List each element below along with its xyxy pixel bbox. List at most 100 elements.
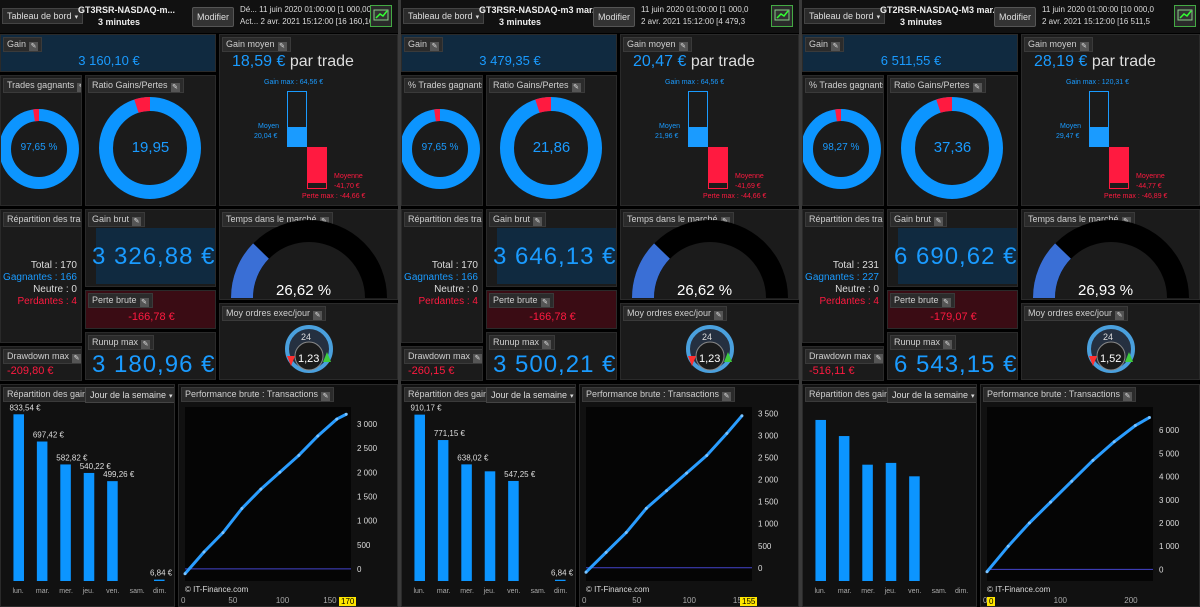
ratio-title[interactable]: Ratio Gains/Pertes ✎ <box>890 78 986 93</box>
moy-ordres-title-label: Moy ordres exec/jour <box>627 308 712 318</box>
drawdown-title[interactable]: Drawdown max ✎ <box>805 349 883 364</box>
y-tick-label: 3 500 <box>758 410 779 419</box>
perte-brute-title[interactable]: Perte brute ✎ <box>489 293 554 308</box>
wrench-icon[interactable]: ✎ <box>571 83 581 92</box>
ratio-title[interactable]: Ratio Gains/Pertes ✎ <box>88 78 184 93</box>
moy-ordres-title[interactable]: Moy ordres exec/jour ✎ <box>623 306 728 321</box>
perte-brute-title[interactable]: Perte brute ✎ <box>88 293 153 308</box>
trades-gagnants-title[interactable]: % Trades gagnants✎ <box>404 78 482 93</box>
gain-brut-title[interactable]: Gain brut ✎ <box>88 212 146 227</box>
gain-title[interactable]: Gain ✎ <box>404 37 444 52</box>
runup-title[interactable]: Runup max ✎ <box>88 335 155 350</box>
jour-label: Jour de la semaine <box>892 390 969 400</box>
gain-moyen-title[interactable]: Gain moyen ✎ <box>1024 37 1093 52</box>
curve-point <box>297 453 301 457</box>
perte-max-label: Perte max : -44,66 € <box>302 193 366 200</box>
gain-moyen-title[interactable]: Gain moyen ✎ <box>623 37 692 52</box>
strategy-status-icon[interactable] <box>1174 5 1196 27</box>
wrench-icon[interactable]: ✎ <box>473 354 482 363</box>
modify-button[interactable]: Modifier <box>994 7 1036 27</box>
wrench-icon[interactable]: ✎ <box>29 42 39 51</box>
x-tick-label: 0 <box>181 596 186 605</box>
gain-brut-value: 6 690,62 € <box>894 243 1018 270</box>
wrench-icon[interactable]: ✎ <box>132 217 142 226</box>
drawdown-title[interactable]: Drawdown max ✎ <box>404 349 482 364</box>
wrench-icon[interactable]: ✎ <box>831 42 841 51</box>
wrench-icon[interactable]: ✎ <box>941 298 951 307</box>
gain-brut-box: Gain brut ✎ 3 326,88 € <box>85 209 216 287</box>
gain-box: Gain ✎ 6 511,55 € <box>802 34 1018 72</box>
runup-title[interactable]: Runup max ✎ <box>489 335 556 350</box>
wrench-icon[interactable]: ✎ <box>542 340 552 349</box>
gagnantes: Gagnantes : 166 <box>3 272 77 283</box>
wrench-icon[interactable]: ✎ <box>321 392 331 401</box>
wrench-icon[interactable]: ✎ <box>77 83 81 92</box>
y-tick-label: 1 000 <box>357 517 378 526</box>
repartition-trades-title[interactable]: Répartition des tra...✎ <box>805 212 883 227</box>
gain-moyen-title[interactable]: Gain moyen ✎ <box>222 37 291 52</box>
gain-title[interactable]: Gain ✎ <box>3 37 43 52</box>
jour-dropdown[interactable]: Jour de la semaine ▾ <box>887 387 976 403</box>
strategy-status-icon[interactable] <box>771 5 793 27</box>
wrench-icon[interactable]: ✎ <box>533 217 543 226</box>
moy-ordres-title-label: Moy ordres exec/jour <box>1028 308 1113 318</box>
runup-title[interactable]: Runup max ✎ <box>890 335 957 350</box>
wrench-icon[interactable]: ✎ <box>277 42 287 51</box>
wrench-icon[interactable]: ✎ <box>170 83 180 92</box>
gain-title[interactable]: Gain ✎ <box>805 37 845 52</box>
wrench-icon[interactable]: ✎ <box>540 298 550 307</box>
gain-brut-title[interactable]: Gain brut ✎ <box>489 212 547 227</box>
dashboard-dropdown[interactable]: Tableau de bord ▾ <box>2 8 84 24</box>
wrench-icon[interactable]: ✎ <box>934 217 944 226</box>
wrench-icon[interactable]: ✎ <box>874 354 883 363</box>
repartition-trades-title[interactable]: Répartition des tra...✎ <box>3 212 81 227</box>
perdantes: Perdantes : 4 <box>819 296 879 307</box>
perte-brute-title[interactable]: Perte brute ✎ <box>890 293 955 308</box>
drawdown-title[interactable]: Drawdown max ✎ <box>3 349 81 364</box>
gain-title-label: Gain <box>7 39 27 49</box>
modify-button[interactable]: Modifier <box>192 7 234 27</box>
dashboard-dropdown[interactable]: Tableau de bord ▾ <box>403 8 485 24</box>
gain-bar-fill <box>1089 127 1109 147</box>
moy-ordres-title[interactable]: Moy ordres exec/jour ✎ <box>1024 306 1129 321</box>
performance-title[interactable]: Performance brute : Transactions ✎ <box>582 387 736 402</box>
performance-title[interactable]: Performance brute : Transactions ✎ <box>983 387 1137 402</box>
drawdown-value: -516,11 € <box>809 365 855 377</box>
trades-gagnants-title[interactable]: % Trades gagnants✎ <box>805 78 883 93</box>
moy-ordres-title[interactable]: Moy ordres exec/jour ✎ <box>222 306 327 321</box>
wrench-icon[interactable]: ✎ <box>141 340 151 349</box>
drawdown-title-label: Drawdown max <box>7 351 70 361</box>
panel-separator[interactable] <box>398 0 401 607</box>
chevron-down-icon: ▾ <box>570 393 574 400</box>
bar-category-label: lun. <box>814 588 825 595</box>
wrench-icon[interactable]: ✎ <box>430 42 440 51</box>
wrench-icon[interactable]: ✎ <box>139 298 149 307</box>
performance-title[interactable]: Performance brute : Transactions ✎ <box>181 387 335 402</box>
ratio-title[interactable]: Ratio Gains/Pertes ✎ <box>489 78 585 93</box>
wrench-icon[interactable]: ✎ <box>1079 42 1089 51</box>
wrench-icon[interactable]: ✎ <box>313 311 323 320</box>
wrench-icon[interactable]: ✎ <box>714 311 724 320</box>
wrench-icon[interactable]: ✎ <box>972 83 982 92</box>
wrench-icon[interactable]: ✎ <box>1123 392 1133 401</box>
gain-brut-highlight <box>898 228 1017 284</box>
wrench-icon[interactable]: ✎ <box>678 42 688 51</box>
line-chart: 0 1 000 2 000 3 000 4 000 5 000 6 000 0 100 200 <box>983 407 1180 605</box>
wrench-icon[interactable]: ✎ <box>943 340 953 349</box>
repartition-gains-title[interactable]: Répartition des gains✎ <box>805 387 910 402</box>
total-trades: Total : 170 <box>431 260 478 271</box>
jour-dropdown[interactable]: Jour de la semaine ▾ <box>85 387 174 403</box>
wrench-icon[interactable]: ✎ <box>1115 311 1125 320</box>
wrench-icon[interactable]: ✎ <box>722 392 732 401</box>
jour-dropdown[interactable]: Jour de la semaine ▾ <box>486 387 575 403</box>
repartition-trades-title[interactable]: Répartition des tra...✎ <box>404 212 482 227</box>
trades-gagnants-title[interactable]: Trades gagnants✎ <box>3 78 81 93</box>
trades-gagnants-title-label: Trades gagnants <box>7 80 75 90</box>
curve-point <box>624 531 628 535</box>
dashboard-dropdown[interactable]: Tableau de bord ▾ <box>804 8 886 24</box>
modify-button[interactable]: Modifier <box>593 7 635 27</box>
strategy-status-icon[interactable] <box>370 5 392 27</box>
gain-brut-title[interactable]: Gain brut ✎ <box>890 212 948 227</box>
panel-separator[interactable] <box>799 0 802 607</box>
wrench-icon[interactable]: ✎ <box>72 354 81 363</box>
